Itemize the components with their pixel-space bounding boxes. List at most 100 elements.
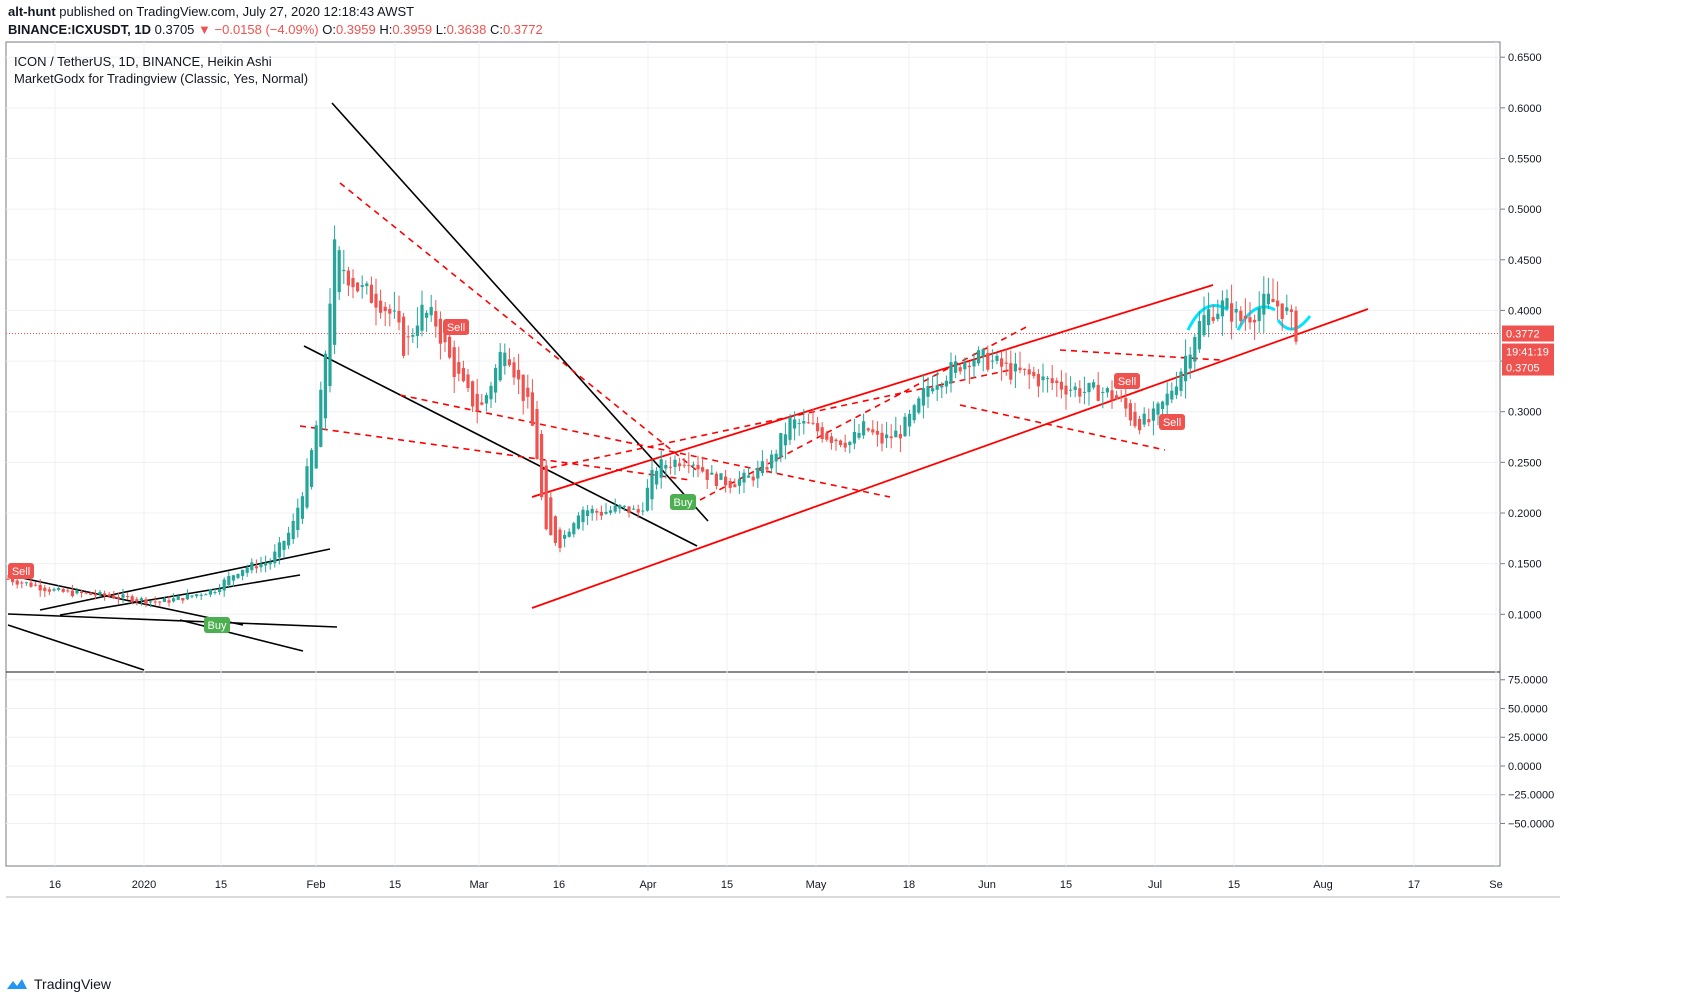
candle-body — [1202, 315, 1206, 336]
close-value: 0.3772 — [502, 22, 543, 37]
candle-body — [190, 595, 194, 597]
candle-body — [264, 563, 268, 566]
candle-body — [714, 473, 718, 487]
candle-body — [848, 441, 852, 446]
candle-body — [356, 282, 360, 292]
candle-body — [751, 476, 755, 481]
author-name[interactable]: alt-hunt — [8, 4, 56, 19]
axis-price-badge — [1502, 359, 1554, 376]
candle-body — [1165, 393, 1169, 406]
signal-badge — [443, 319, 469, 335]
candle-body — [172, 598, 176, 602]
axis-price-badge-text: 0.3705 — [1506, 363, 1540, 375]
candle-body — [889, 436, 893, 439]
candle-body — [231, 575, 235, 581]
candle-body — [507, 359, 511, 366]
signal-badge-label: Buy — [674, 497, 693, 509]
price-tick-label: 0.4500 — [1508, 255, 1542, 267]
candle-body — [1253, 319, 1257, 323]
candle-body — [977, 350, 981, 364]
price-tick-label: 0.1000 — [1508, 609, 1542, 621]
candle-body — [351, 278, 355, 288]
candle-body — [89, 592, 93, 595]
price-tick-label: 0.2500 — [1508, 457, 1542, 469]
high-label: H: — [379, 22, 393, 37]
candle-body — [369, 284, 373, 303]
osc-tick-label: 75.0000 — [1508, 675, 1548, 687]
trend-line-red — [531, 284, 1214, 498]
candle-body — [425, 312, 429, 318]
candle-body — [958, 367, 962, 372]
candle-body — [756, 467, 760, 479]
chart-legend: ICON / TetherUS, 1D, BINANCE, Heikin Ash… — [14, 53, 308, 87]
candle-body — [1059, 381, 1063, 390]
footer-brand[interactable]: TradingView — [6, 976, 111, 992]
candle-body — [737, 479, 741, 486]
candle-body — [935, 385, 939, 390]
candle-body — [774, 453, 778, 462]
candle-body — [420, 304, 424, 331]
candle-body — [894, 430, 898, 438]
candle-body — [839, 440, 843, 446]
candle-body — [843, 442, 847, 448]
candle-body — [139, 598, 143, 601]
signal-badge-label: Sell — [1163, 417, 1181, 429]
signal-badge-label: Sell — [1118, 376, 1136, 388]
candle-body — [572, 523, 576, 535]
time-tick-label: 17 — [1408, 879, 1420, 891]
candle-body — [834, 439, 838, 442]
candle-body — [1197, 321, 1201, 350]
candle-body — [535, 409, 539, 459]
candle-body — [236, 573, 240, 578]
candle-body — [917, 398, 921, 413]
candle-body — [719, 473, 723, 480]
osc-tick-label: −25.0000 — [1508, 790, 1554, 802]
candle-body — [645, 487, 649, 511]
candle-body — [793, 419, 797, 429]
candle-body — [944, 380, 948, 387]
candle-body — [949, 362, 953, 384]
cyan-arc — [1186, 304, 1229, 331]
signal-badge — [1114, 373, 1140, 389]
candle-body — [770, 454, 774, 469]
candle-body — [471, 381, 475, 407]
candle-body — [816, 423, 820, 432]
time-tick-label: 16 — [49, 879, 61, 891]
candle-body — [1073, 386, 1077, 390]
candle-body — [1271, 298, 1275, 303]
candle-body — [1032, 371, 1036, 377]
time-tick-label: 15 — [721, 879, 733, 891]
candle-body — [438, 318, 442, 344]
trend-line-black — [39, 548, 331, 611]
time-tick-label: Mar — [470, 879, 489, 891]
change-value: ▼ −0.0158 (−4.09%) — [198, 22, 319, 37]
candle-body — [480, 402, 484, 405]
candle-body — [61, 588, 65, 592]
candle-body — [204, 594, 208, 596]
legend-title[interactable]: ICON / TetherUS, 1D, BINANCE, Heikin Ash… — [14, 54, 272, 69]
candle-body — [1216, 313, 1220, 320]
candle-body — [1078, 388, 1082, 397]
open-value: 0.3959 — [335, 22, 376, 37]
trend-line-red-dashed — [299, 425, 691, 481]
time-tick-label: May — [806, 879, 827, 891]
candle-body — [512, 362, 516, 378]
candle-body — [1266, 293, 1270, 305]
legend-indicator[interactable]: MarketGodx for Tradingview (Classic, Yes… — [14, 71, 309, 86]
candle-body — [567, 531, 571, 537]
axis-price-badge — [1502, 325, 1554, 342]
candle-body — [871, 429, 875, 433]
candle-body — [388, 308, 392, 314]
candle-body — [135, 599, 139, 602]
candle-body — [218, 589, 222, 592]
candle-body — [1179, 371, 1183, 391]
time-tick-label: 15 — [1228, 879, 1240, 891]
candle-body — [448, 336, 452, 358]
candle-body — [126, 596, 130, 598]
candle-body — [259, 563, 263, 568]
candle-body — [733, 484, 737, 488]
candle-body — [1119, 397, 1123, 399]
candle-body — [1188, 354, 1192, 369]
candle-body — [1133, 411, 1137, 427]
